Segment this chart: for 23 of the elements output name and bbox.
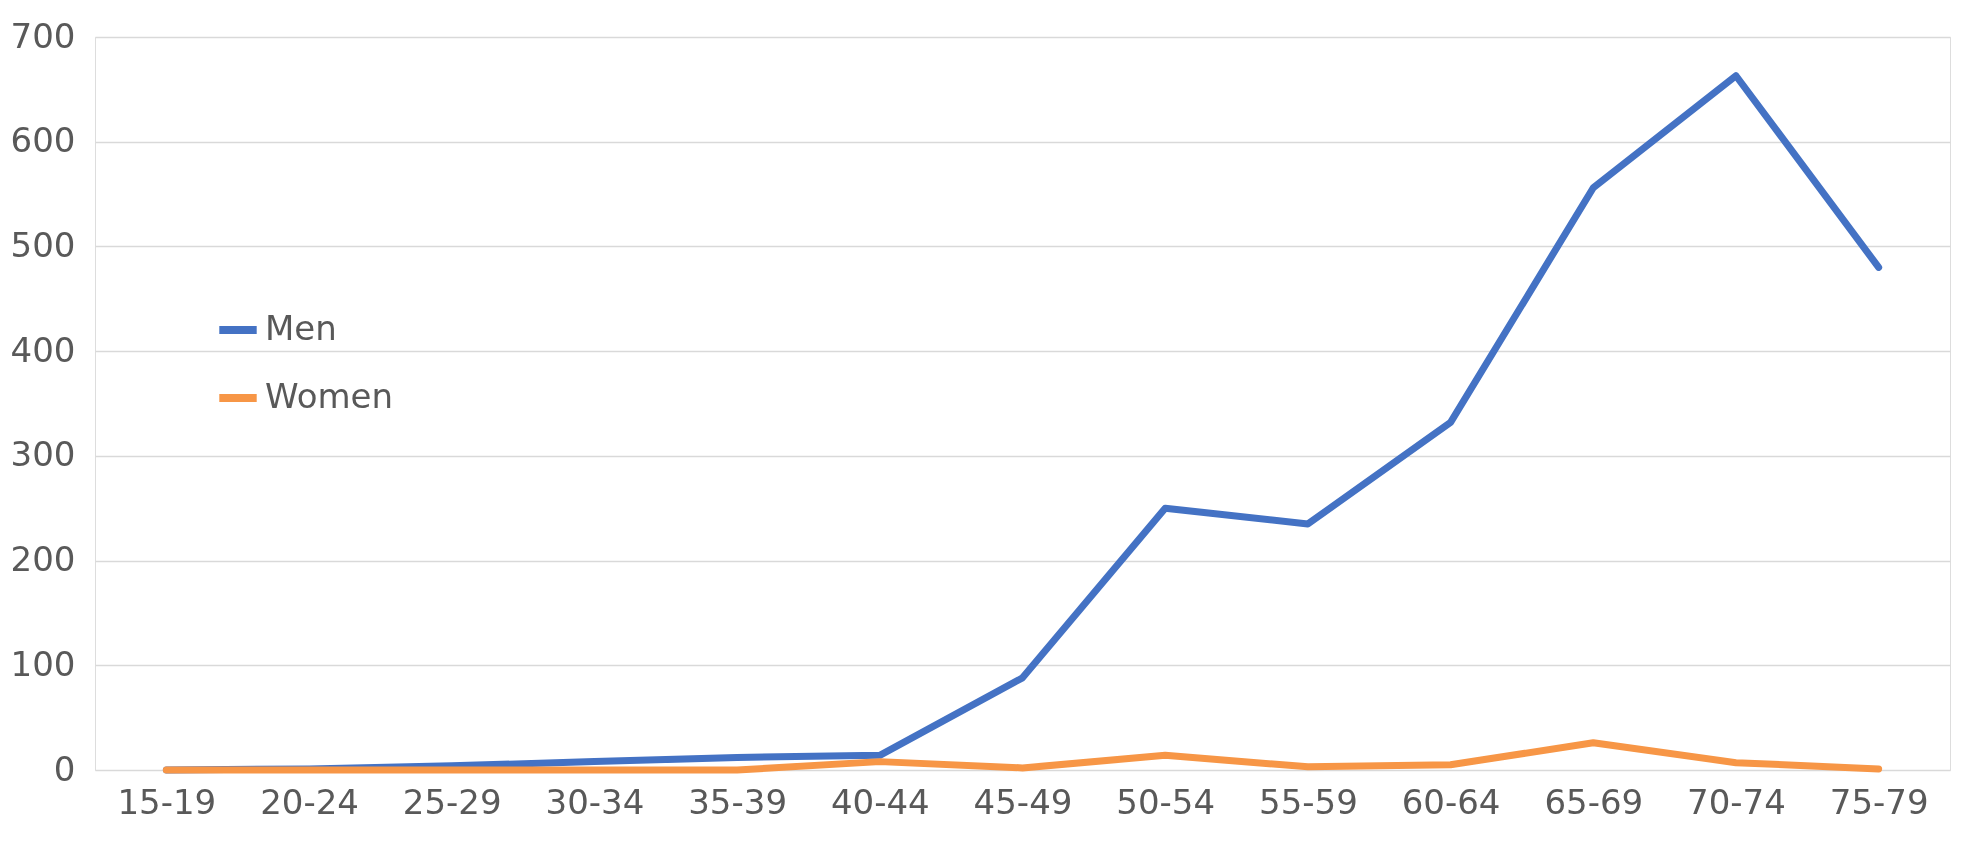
x-tick-label: 15-19 [117,781,217,822]
y-tick-label: 400 [10,329,76,370]
legend-label: Women [265,376,394,416]
x-tick-label: 40-44 [830,781,930,822]
x-tick-label: 20-24 [260,781,359,822]
x-tick-label: 60-64 [1401,781,1501,822]
x-tick-label: 45-49 [973,781,1073,822]
x-tick-label: 70-74 [1687,781,1786,822]
y-tick-label: 600 [10,120,76,161]
x-tick-label: 35-39 [688,781,788,822]
y-tick-label: 200 [10,539,76,580]
x-tick-label: 25-29 [402,781,502,822]
y-tick-label: 700 [10,15,76,56]
y-tick-label: 500 [10,224,76,265]
legend-label: Men [265,308,337,348]
y-tick-label: 300 [10,434,76,475]
x-tick-label: 75-79 [1829,781,1929,822]
x-tick-label: 55-59 [1258,781,1358,822]
x-tick-label: 50-54 [1116,781,1216,822]
y-tick-label: 0 [53,748,76,789]
y-tick-label: 100 [10,643,76,684]
x-tick-label: 30-34 [545,781,645,822]
x-tick-label: 65-69 [1544,781,1644,822]
